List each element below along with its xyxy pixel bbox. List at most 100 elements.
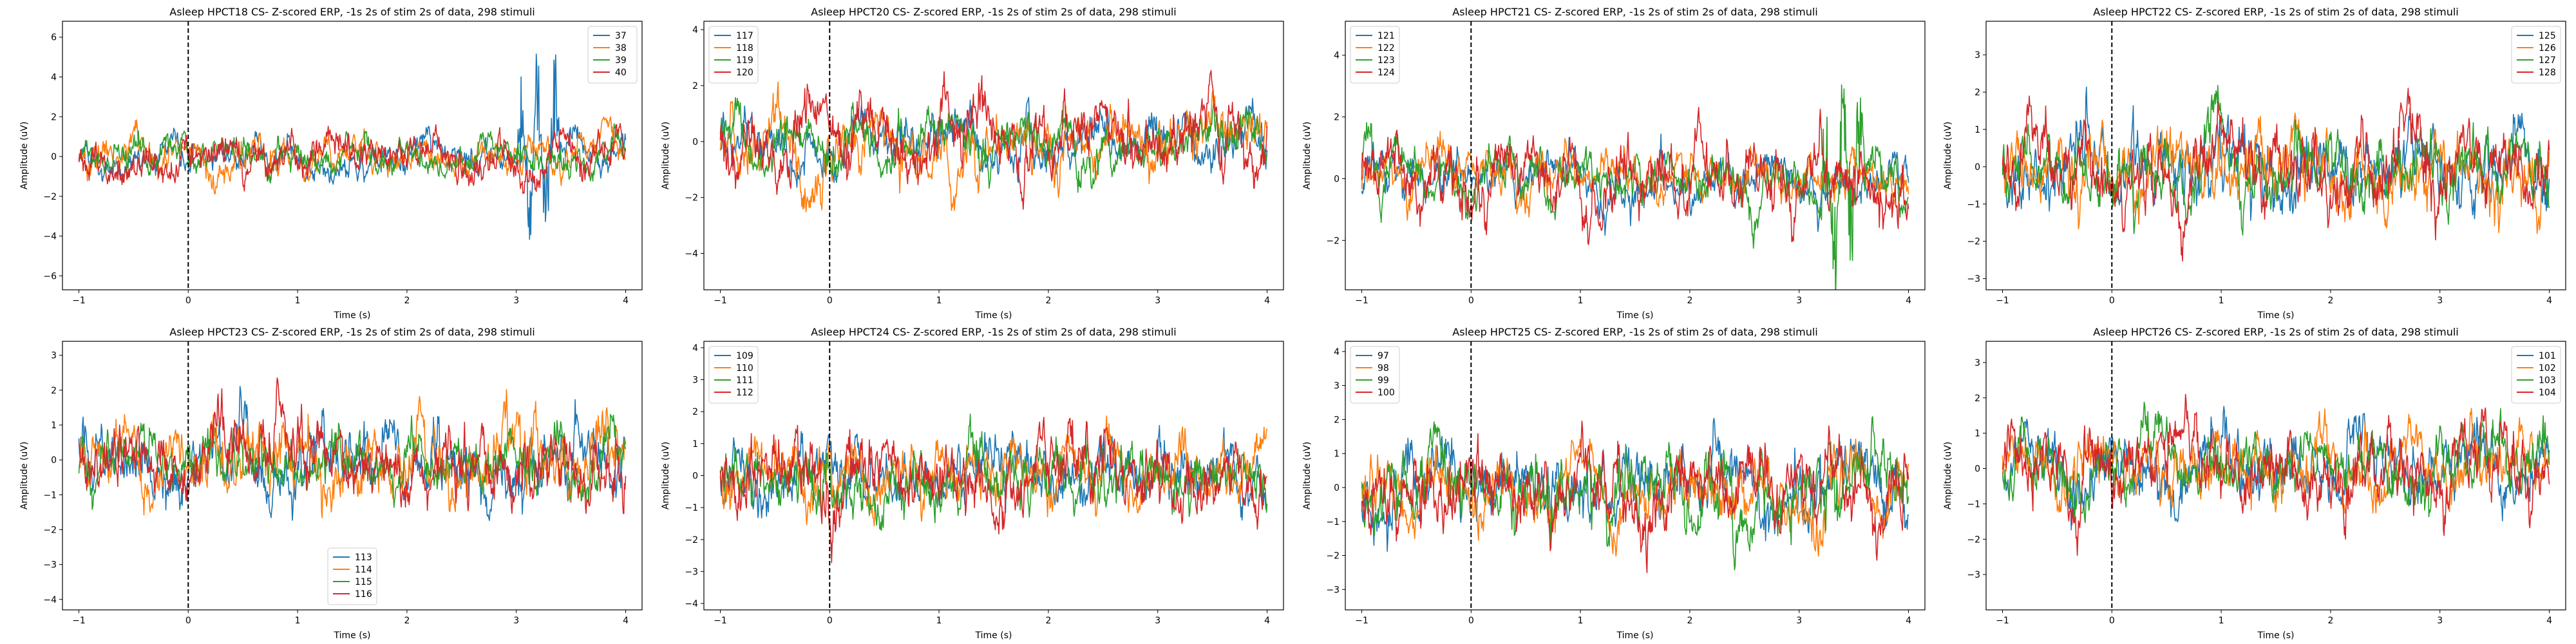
x-tick-label: 1 [936,616,942,626]
legend-label: 124 [1378,68,1395,78]
y-tick-label: 2 [692,407,698,417]
x-tick-label: 3 [1155,296,1160,306]
x-axis-label: Time (s) [2257,310,2295,321]
y-tick-label: 0 [51,152,57,162]
y-tick-label: 3 [51,351,57,361]
x-tick-label: 0 [185,296,191,306]
axes-frame [703,21,1284,290]
y-tick-label: −4 [685,249,698,260]
subplot-title: Asleep HPCT22 CS- Z-scored ERP, -1s 2s o… [2093,6,2458,18]
y-tick-label: −2 [1326,236,1340,246]
series-line-123 [1361,84,1909,290]
x-tick-label: 3 [1796,296,1802,306]
legend: 121 122 123 124 [1350,26,1400,84]
subplot-3: Asleep HPCT21 CS- Z-scored ERP, -1s 2s o… [1302,6,1926,321]
x-tick-label: 1 [295,296,301,306]
y-axis-label: Amplitude (uV) [1943,442,1953,510]
subplot-title: Asleep HPCT20 CS- Z-scored ERP, -1s 2s o… [811,6,1176,18]
x-tick-label: 3 [1796,616,1802,626]
series-line-97 [1361,417,1909,552]
subplot-8: Asleep HPCT26 CS- Z-scored ERP, -1s 2s o… [1943,326,2566,641]
legend-label: 103 [2539,375,2556,386]
y-axis-label: Amplitude (uV) [1302,122,1312,190]
x-tick-label: 4 [623,296,629,306]
x-axis-label: Time (s) [2257,630,2295,641]
legend-label: 39 [615,55,627,66]
x-tick-label: 4 [1906,616,1911,626]
series-line-124 [1361,106,1909,245]
legend-label: 37 [615,31,627,41]
legend-label: 98 [1378,363,1389,374]
y-tick-label: 0 [692,137,698,147]
y-tick-label: −2 [43,192,57,202]
subplot-title: Asleep HPCT26 CS- Z-scored ERP, -1s 2s o… [2093,326,2458,338]
subplot-7: Asleep HPCT25 CS- Z-scored ERP, -1s 2s o… [1302,326,1926,641]
y-tick-label: 2 [692,81,698,91]
legend-label: 120 [736,68,753,78]
x-tick-label: 4 [2546,616,2552,626]
x-tick-label: −1 [72,296,86,306]
y-tick-label: −2 [43,525,57,535]
legend-label: 128 [2539,68,2556,78]
subplot-title: Asleep HPCT25 CS- Z-scored ERP, -1s 2s o… [1452,326,1817,338]
x-axis-label: Time (s) [1616,630,1654,641]
subplot-5: Asleep HPCT23 CS- Z-scored ERP, -1s 2s o… [19,326,643,641]
x-axis-label: Time (s) [1616,310,1654,321]
x-tick-label: 1 [1578,296,1584,306]
legend-label: 127 [2539,55,2556,66]
y-tick-label: −4 [43,595,57,605]
y-tick-label: 1 [51,421,57,431]
y-tick-label: −3 [43,560,57,571]
y-tick-label: 2 [51,112,57,122]
legend-label: 113 [355,553,372,563]
legend: 125 126 127 128 [2511,26,2561,84]
y-tick-label: −4 [43,232,57,242]
x-tick-label: −1 [714,616,727,626]
y-tick-label: 1 [1975,125,1980,135]
series-group [78,377,627,521]
y-tick-label: −3 [1326,585,1340,595]
x-tick-label: 4 [1264,616,1270,626]
x-tick-label: −1 [714,296,727,306]
x-tick-label: 0 [827,296,833,306]
legend-label: 101 [2539,351,2556,361]
y-tick-label: −1 [685,503,698,513]
subplot-title: Asleep HPCT21 CS- Z-scored ERP, -1s 2s o… [1452,6,1817,18]
y-tick-label: 0 [1975,464,1980,475]
legend-label: 122 [1378,43,1395,53]
legend-box [1350,346,1400,404]
legend-label: 40 [615,68,627,78]
y-tick-label: 4 [692,343,698,354]
series-line-99 [1361,416,1909,571]
axes-frame [1345,21,1926,290]
y-axis-label: Amplitude (uV) [19,442,30,510]
y-tick-label: 4 [692,25,698,35]
legend-label: 110 [736,363,753,374]
x-tick-label: 2 [404,616,410,626]
legend-label: 99 [1378,375,1389,386]
axes-frame [1345,341,1926,611]
legend-label: 114 [355,565,372,575]
y-tick-label: −2 [1326,551,1340,562]
legend-label: 97 [1378,351,1389,361]
subplot-2: Asleep HPCT20 CS- Z-scored ERP, -1s 2s o… [661,6,1284,321]
x-tick-label: 3 [1155,616,1160,626]
x-tick-label: 1 [295,616,301,626]
series-group [2002,84,2550,262]
series-line-116 [78,377,627,515]
x-tick-label: 2 [2327,616,2333,626]
y-axis-label: Amplitude (uV) [661,122,671,190]
legend-label: 102 [2539,363,2556,374]
x-tick-label: 3 [2437,616,2443,626]
y-tick-label: 1 [692,439,698,450]
x-tick-label: 3 [513,296,519,306]
x-tick-label: 2 [2327,296,2333,306]
series-line-128 [2002,88,2550,262]
legend-label: 38 [615,43,627,53]
x-tick-label: 0 [1468,616,1474,626]
subplot-title: Asleep HPCT18 CS- Z-scored ERP, -1s 2s o… [169,6,535,18]
x-tick-label: 2 [1687,616,1692,626]
x-tick-label: 3 [2437,296,2443,306]
series-group [2002,393,2550,556]
y-tick-label: −1 [1326,517,1340,527]
